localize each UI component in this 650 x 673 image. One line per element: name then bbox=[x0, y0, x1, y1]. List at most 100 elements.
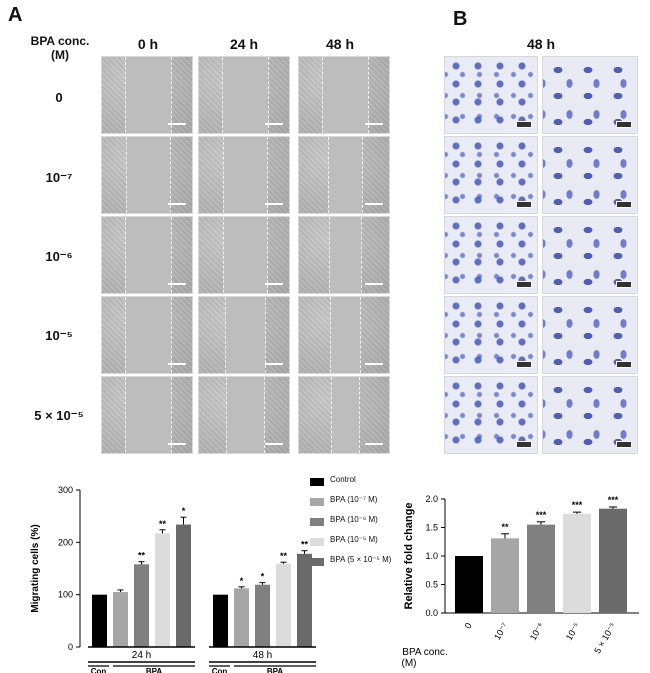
row-label-0: 0 bbox=[55, 90, 63, 105]
significance-label: *** bbox=[536, 510, 547, 520]
y-tick-label: 0 bbox=[68, 642, 73, 652]
group-label: 24 h bbox=[132, 650, 151, 661]
x-tick-label: 10⁻⁶ bbox=[528, 621, 546, 642]
significance-label: ** bbox=[301, 540, 309, 550]
con-label: Con bbox=[212, 667, 228, 673]
significance-label: * bbox=[240, 576, 244, 586]
scale-bar bbox=[365, 443, 383, 445]
transwell-header-48h: 48 h bbox=[526, 36, 555, 52]
bar bbox=[213, 594, 228, 647]
legend-label-bpa-1e-5: BPA (10⁻⁵ M) bbox=[330, 535, 378, 544]
bar bbox=[563, 513, 591, 613]
scale-bar bbox=[168, 363, 186, 365]
legend-swatch-control bbox=[310, 478, 324, 486]
row-label-1e-5: 10⁻⁵ bbox=[45, 328, 73, 343]
transwell-image-r3-c0 bbox=[444, 296, 538, 374]
wound-image-r4-c1 bbox=[198, 376, 290, 454]
bar bbox=[113, 592, 128, 647]
wound-edge-line bbox=[267, 217, 268, 293]
time-header-48h: 48 h bbox=[325, 36, 354, 52]
bar bbox=[297, 553, 312, 647]
y-tick-label: 2.0 bbox=[425, 494, 438, 504]
significance-label: * bbox=[261, 572, 265, 582]
wound-edge-line bbox=[171, 217, 172, 293]
transwell-image-r1-c1 bbox=[542, 136, 638, 214]
wound-edge-line bbox=[361, 217, 362, 293]
transwell-image-r4-c1 bbox=[542, 376, 638, 454]
transwell-image-r4-c0 bbox=[444, 376, 538, 454]
wound-edge-line bbox=[362, 137, 363, 213]
y-tick-label: 300 bbox=[58, 485, 73, 495]
scale-bar bbox=[516, 441, 532, 448]
wound-edge-line bbox=[171, 57, 172, 133]
wound-edge-line bbox=[268, 57, 269, 133]
scale-bar bbox=[616, 121, 632, 128]
bar bbox=[234, 588, 249, 647]
wound-image-r4-c2 bbox=[298, 376, 390, 454]
legend-label-bpa-5e-5: BPA (5 × 10⁻⁵ M) bbox=[330, 555, 392, 564]
significance-label: ** bbox=[280, 551, 288, 561]
panel-a-label: A bbox=[8, 4, 23, 26]
y-tick-label: 0.5 bbox=[425, 580, 438, 590]
wound-gap bbox=[126, 137, 170, 213]
transwell-image-r3-c1 bbox=[542, 296, 638, 374]
x-tick-label: 0 bbox=[463, 621, 474, 630]
y-tick-label: 0.0 bbox=[425, 608, 438, 618]
bar bbox=[599, 508, 627, 613]
x-axis-label-unit: (M) bbox=[402, 658, 417, 669]
bar bbox=[155, 533, 170, 647]
wound-edge-line bbox=[267, 137, 268, 213]
x-tick-label: 10⁻⁷ bbox=[492, 621, 510, 642]
x-tick-label: 10⁻⁵ bbox=[564, 621, 582, 642]
x-axis-label: BPA conc. bbox=[402, 647, 447, 658]
legend-swatch-bpa-1e-6 bbox=[310, 518, 324, 526]
wound-edge-line bbox=[125, 377, 126, 453]
transwell-image-r0-c0 bbox=[444, 56, 538, 134]
con-label: Con bbox=[91, 667, 107, 673]
significance-label: * bbox=[182, 506, 186, 516]
row-label-1e-6: 10⁻⁶ bbox=[45, 249, 73, 264]
y-tick-label: 1.5 bbox=[425, 523, 438, 533]
scale-bar bbox=[168, 123, 186, 125]
wound-image-r2-c2 bbox=[298, 216, 390, 294]
wound-image-r4-c0 bbox=[101, 376, 193, 454]
wound-edge-line bbox=[330, 297, 331, 373]
scale-bar bbox=[616, 281, 632, 288]
wound-edge-line bbox=[223, 137, 224, 213]
transwell-image-r1-c0 bbox=[444, 136, 538, 214]
significance-label: ** bbox=[138, 551, 146, 561]
chart-legend: Control BPA (10⁻⁷ M) BPA (10⁻⁶ M) BPA (1… bbox=[310, 472, 450, 572]
transwell-image-r2-c0 bbox=[444, 216, 538, 294]
scale-bar bbox=[168, 203, 186, 205]
legend-swatch-bpa-1e-7 bbox=[310, 498, 324, 506]
significance-label: ** bbox=[159, 519, 167, 529]
wound-gap bbox=[222, 57, 268, 133]
wound-gap bbox=[125, 57, 171, 133]
wound-image-r2-c0 bbox=[101, 216, 193, 294]
bar bbox=[255, 584, 270, 647]
legend-label-bpa-1e-7: BPA (10⁻⁷ M) bbox=[330, 495, 378, 504]
row-label-1e-7: 10⁻⁷ bbox=[45, 170, 73, 185]
wound-image-r0-c2 bbox=[298, 56, 390, 134]
wound-gap bbox=[322, 57, 368, 133]
wound-edge-line bbox=[329, 217, 330, 293]
scale-bar bbox=[365, 283, 383, 285]
scale-bar bbox=[516, 121, 532, 128]
row-label-5e-5: 5 × 10⁻⁵ bbox=[34, 408, 84, 423]
bpa-label: BPA bbox=[146, 667, 163, 673]
wound-edge-line bbox=[223, 217, 224, 293]
y-axis-label: Migrating cells (%) bbox=[30, 524, 41, 612]
scale-bar bbox=[365, 203, 383, 205]
scale-bar bbox=[265, 443, 283, 445]
scale-bar bbox=[616, 361, 632, 368]
significance-label: *** bbox=[572, 500, 583, 510]
wound-edge-line bbox=[170, 137, 171, 213]
group-label: 48 h bbox=[253, 650, 272, 661]
scale-bar bbox=[365, 123, 383, 125]
wound-image-r3-c1 bbox=[198, 296, 290, 374]
panel-b-label: B bbox=[453, 8, 468, 30]
wound-edge-line bbox=[125, 217, 126, 293]
wound-gap bbox=[223, 217, 267, 293]
bpa-label: BPA bbox=[267, 667, 284, 673]
